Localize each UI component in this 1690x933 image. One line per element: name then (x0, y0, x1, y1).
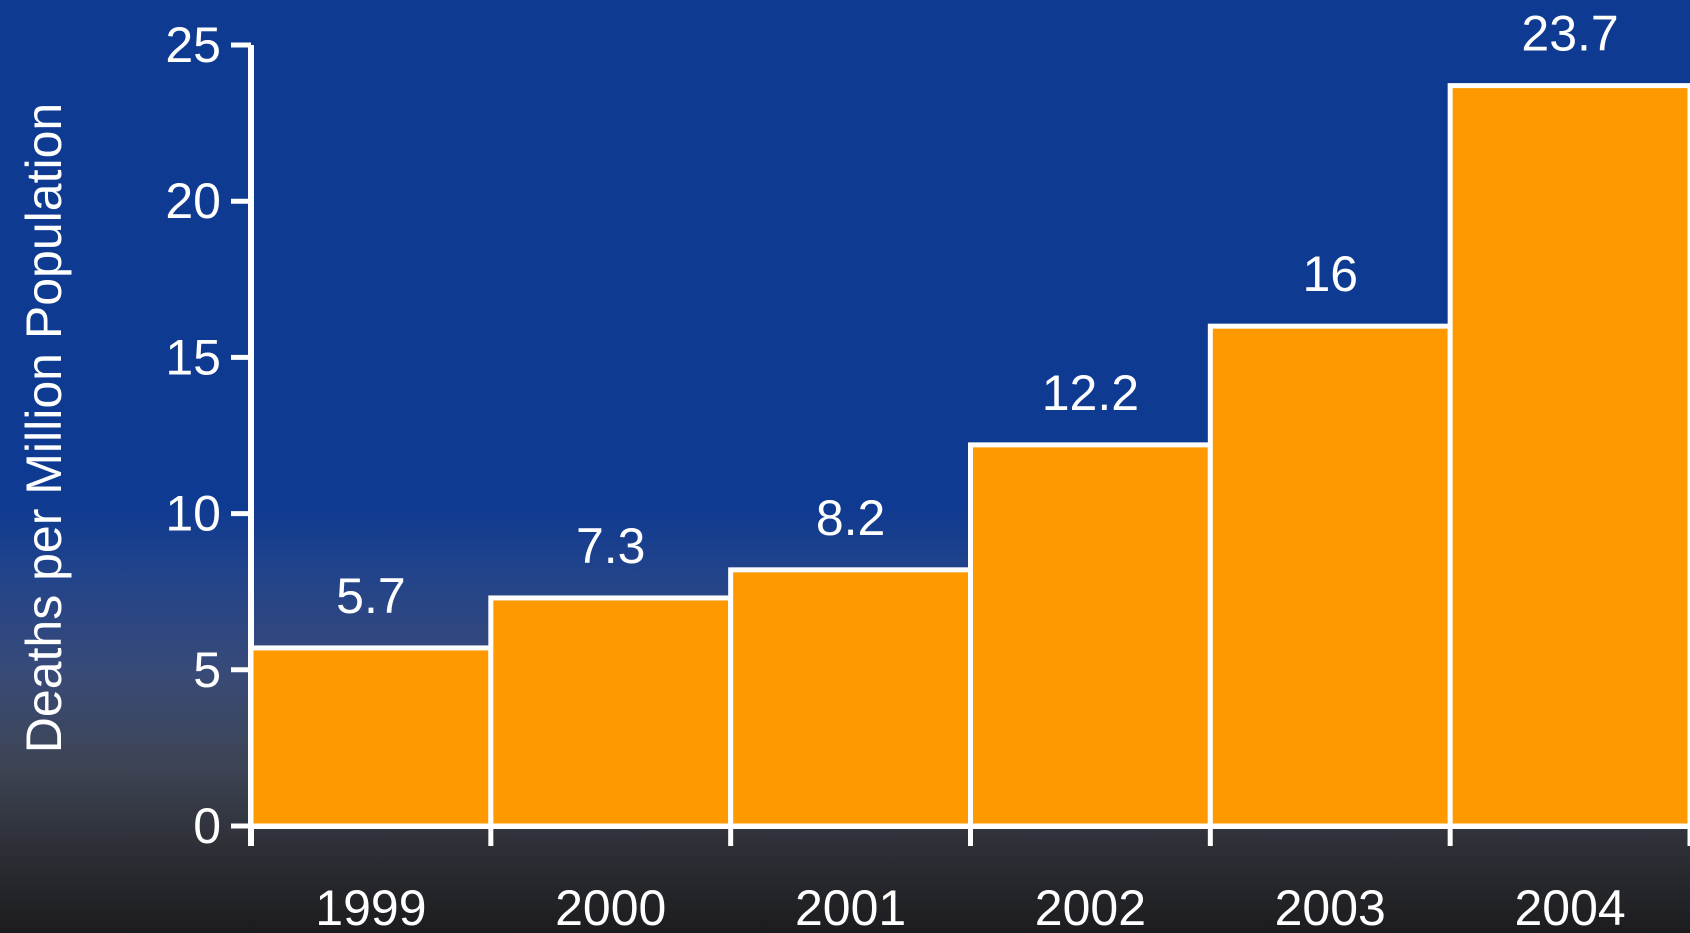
bar-2000 (488, 595, 734, 829)
x-tick-label-2004: 2004 (1514, 880, 1625, 933)
x-tick-label-1999: 1999 (315, 880, 426, 933)
x-tick-label-2000: 2000 (555, 880, 666, 933)
data-label-2004: 23.7 (1521, 6, 1618, 62)
bar-2002 (968, 442, 1213, 829)
data-label-1999: 5.7 (336, 568, 406, 624)
y-tick-label: 0 (193, 798, 221, 854)
y-tick-label: 20 (165, 173, 221, 229)
bar-2001 (728, 567, 974, 829)
y-tick-label: 25 (165, 17, 221, 73)
y-tick-label: 10 (165, 486, 221, 542)
bar-2003 (1207, 323, 1453, 829)
x-tick-label-2002: 2002 (1035, 880, 1146, 933)
data-label-2000: 7.3 (576, 518, 646, 574)
data-label-2001: 8.2 (816, 490, 886, 546)
y-tick-label: 5 (193, 642, 221, 698)
data-label-2002: 12.2 (1042, 365, 1139, 421)
bar-2004 (1447, 83, 1690, 829)
data-label-2003: 16 (1302, 246, 1358, 302)
x-tick-label-2001: 2001 (795, 880, 906, 933)
x-tick-label-2003: 2003 (1275, 880, 1386, 933)
y-tick-label: 15 (165, 329, 221, 385)
bar-1999 (248, 645, 494, 829)
